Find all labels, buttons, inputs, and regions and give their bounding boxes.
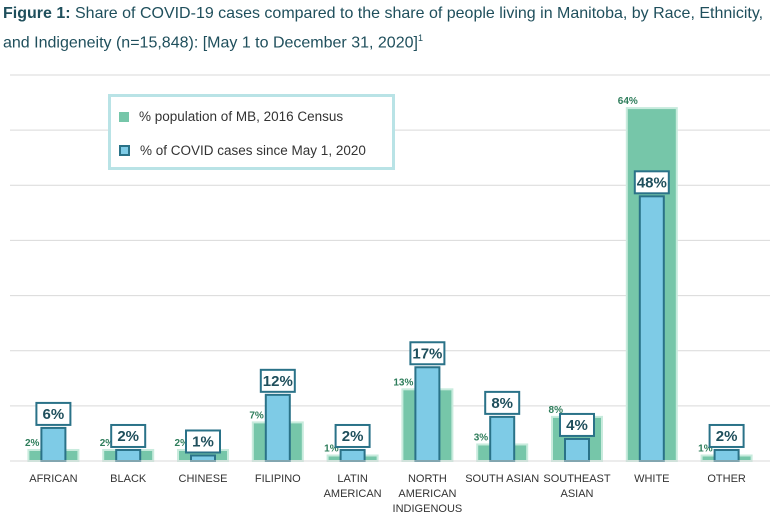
population-value-label: 2% — [100, 438, 115, 449]
covid-bar — [638, 195, 665, 462]
covid-value-label: 2% — [342, 428, 364, 445]
covid-value-label-box — [185, 429, 221, 454]
covid-bar — [713, 448, 740, 463]
title-footnote-mark: 1 — [417, 33, 423, 43]
legend-item-covid: % of COVID cases since May 1, 2020 — [119, 143, 366, 158]
category-label: AMERICAN — [324, 488, 382, 500]
category-label: AFRICAN — [29, 473, 77, 485]
legend-label-population: % population of MB, 2016 Census — [139, 109, 344, 124]
covid-bar — [564, 437, 590, 463]
covid-value-label: 48% — [637, 174, 667, 191]
population-value-label: 3% — [474, 432, 489, 443]
category-label: CHINESE — [179, 473, 228, 485]
category-label: NORTH — [408, 473, 447, 485]
category-label: ASIAN — [560, 488, 593, 500]
covid-value-label-box — [409, 341, 446, 366]
category-label: AMERICAN — [398, 488, 456, 500]
covid-value-label: 6% — [43, 406, 65, 423]
covid-value-label: 4% — [566, 417, 588, 434]
covid-bar — [414, 366, 441, 462]
covid-bar — [339, 448, 366, 463]
figure-label: Figure 1: — [3, 5, 71, 22]
covid-value-label: 2% — [117, 428, 139, 445]
population-value-label: 1% — [324, 443, 339, 454]
covid-bar — [115, 448, 142, 463]
population-value-label: 2% — [175, 438, 190, 449]
covid-bar — [264, 393, 291, 463]
covid-value-label: 1% — [192, 433, 214, 450]
covid-value-label-box — [708, 423, 745, 448]
category-label: FILIPINO — [255, 473, 301, 485]
title-text: Share of COVID-19 cases compared to the … — [3, 5, 764, 52]
covid-value-label: 12% — [263, 373, 293, 390]
category-label: SOUTHEAST — [543, 473, 611, 485]
category-label: LATIN — [337, 473, 367, 485]
category-label: OTHER — [707, 473, 746, 485]
legend-swatch-covid — [119, 145, 130, 156]
covid-value-label: 17% — [412, 345, 442, 362]
covid-value-label-box — [633, 170, 670, 195]
category-label: BLACK — [110, 473, 147, 485]
legend-label-covid: % of COVID cases since May 1, 2020 — [140, 143, 366, 158]
covid-value-label-box — [110, 423, 147, 448]
covid-value-label: 2% — [716, 428, 738, 445]
population-value-label: 8% — [549, 405, 564, 416]
covid-value-label-box — [559, 412, 595, 437]
population-value-label: 7% — [249, 410, 264, 421]
chart-legend: % population of MB, 2016 Census % of COV… — [108, 94, 395, 170]
covid-value-label-box — [484, 390, 521, 415]
legend-item-population: % population of MB, 2016 Census — [119, 109, 343, 124]
chart-title: Figure 1: Share of COVID-19 cases compar… — [3, 2, 781, 55]
category-label: INDIGENOUS — [393, 503, 463, 515]
covid-bar — [489, 415, 516, 462]
population-value-label: 64% — [618, 96, 638, 107]
covid-value-label: 8% — [491, 395, 513, 412]
covid-value-label-box — [259, 368, 296, 393]
covid-value-label-box — [334, 423, 371, 448]
covid-value-label-box — [35, 401, 72, 426]
category-label: SOUTH ASIAN — [465, 473, 539, 485]
population-value-label: 13% — [393, 377, 413, 388]
legend-swatch-population — [119, 111, 129, 122]
category-label: WHITE — [634, 473, 669, 485]
population-value-label: 2% — [25, 438, 40, 449]
covid-bar — [190, 454, 216, 463]
covid-bar — [40, 426, 67, 462]
population-value-label: 1% — [698, 443, 713, 454]
